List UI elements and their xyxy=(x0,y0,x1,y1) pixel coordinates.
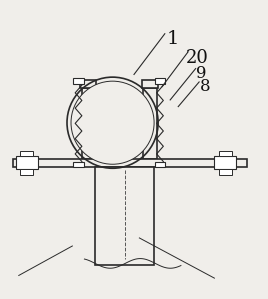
Circle shape xyxy=(71,81,154,164)
Polygon shape xyxy=(219,151,232,156)
Polygon shape xyxy=(82,88,95,159)
Polygon shape xyxy=(73,161,84,167)
Polygon shape xyxy=(13,159,247,167)
Polygon shape xyxy=(219,169,232,175)
Polygon shape xyxy=(155,78,165,84)
Polygon shape xyxy=(80,80,96,88)
Polygon shape xyxy=(20,169,33,175)
Polygon shape xyxy=(16,156,38,169)
Text: 1: 1 xyxy=(166,30,178,48)
Polygon shape xyxy=(155,161,165,167)
Polygon shape xyxy=(20,151,33,156)
Polygon shape xyxy=(143,88,157,159)
Text: 20: 20 xyxy=(186,49,209,67)
Polygon shape xyxy=(142,80,158,88)
Text: 9: 9 xyxy=(196,65,206,82)
Polygon shape xyxy=(73,78,84,84)
Text: 8: 8 xyxy=(200,78,210,95)
Polygon shape xyxy=(214,156,236,169)
Polygon shape xyxy=(95,167,154,265)
